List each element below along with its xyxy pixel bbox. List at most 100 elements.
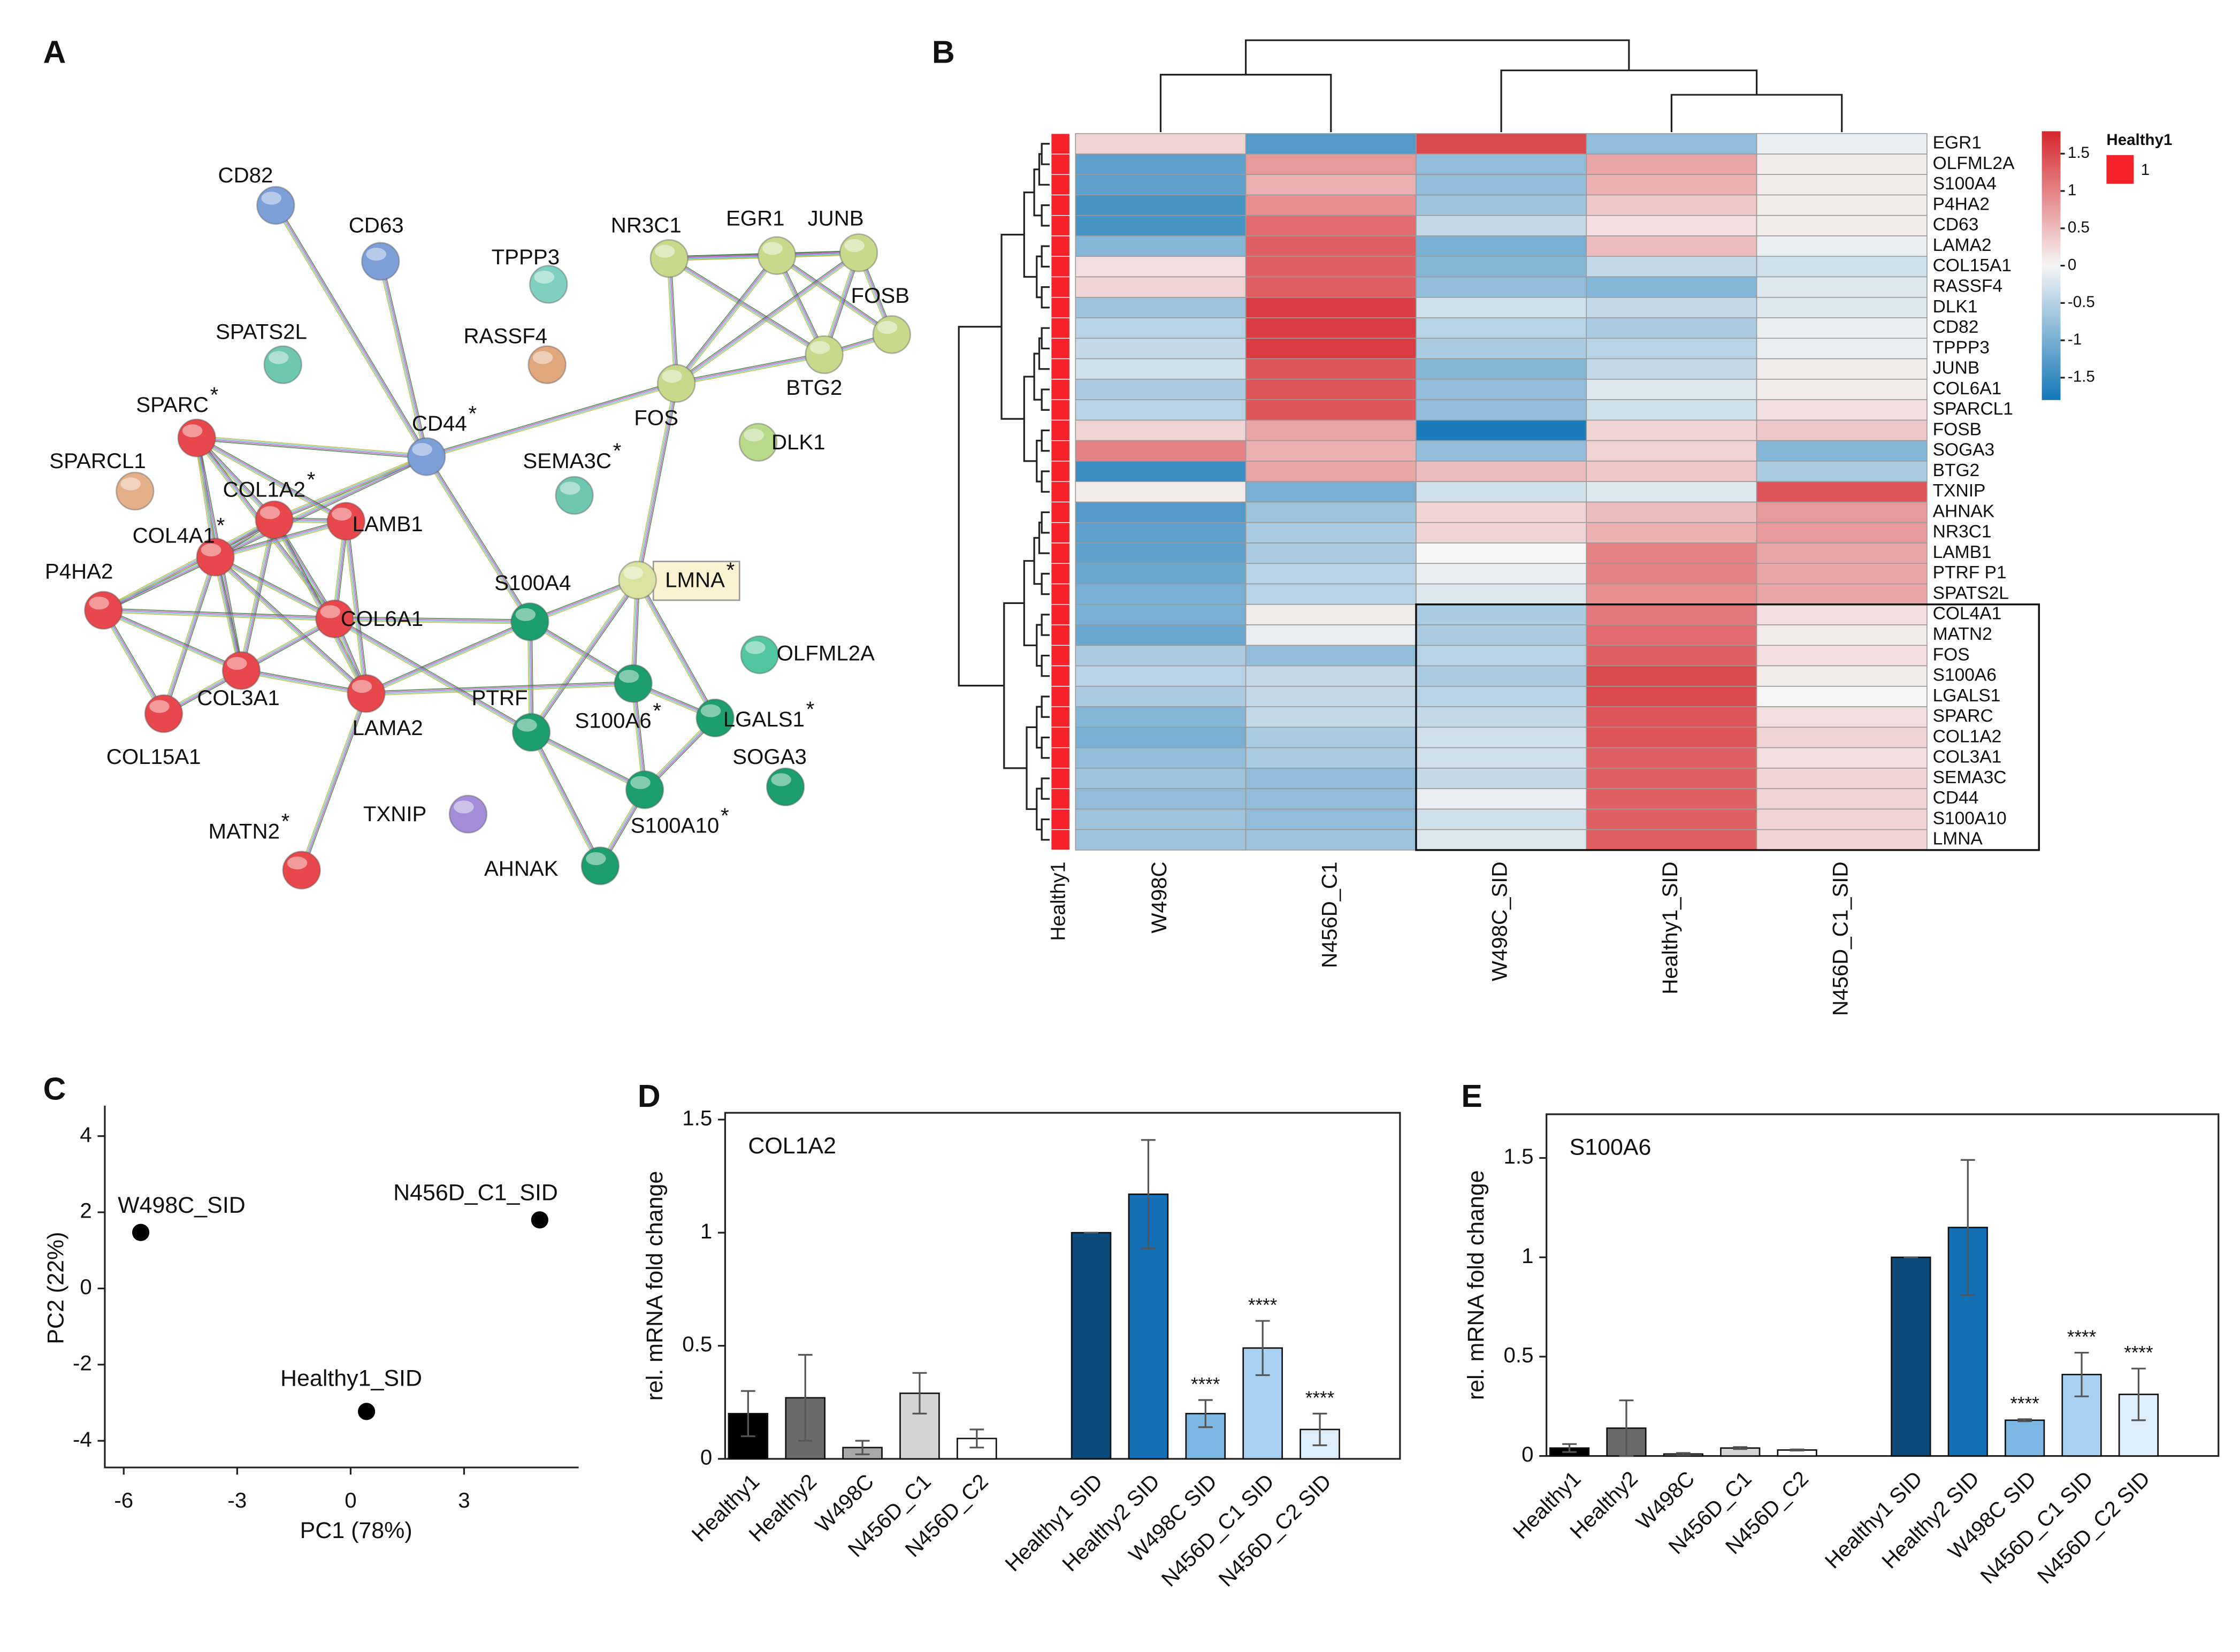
row-label: COL3A1: [1933, 747, 2002, 767]
edge: [676, 253, 860, 385]
dendrogram: [1026, 726, 1037, 810]
heat-cell: [1245, 522, 1417, 544]
annotation-cell: [1050, 174, 1071, 196]
heat-cell: [1756, 296, 1928, 318]
significance-label: ****: [1248, 1295, 1278, 1316]
node: [510, 602, 549, 641]
edge: [103, 557, 216, 611]
heat-cell: [1416, 235, 1587, 257]
edge: [530, 733, 644, 792]
edge: [366, 681, 633, 692]
heat-cell: [1586, 174, 1757, 196]
heat-cell: [1416, 358, 1587, 380]
heat-cell: [1245, 706, 1417, 728]
node: [84, 591, 123, 630]
plot-frame: [1546, 1113, 2220, 1457]
edge: [675, 250, 858, 383]
edge: [102, 611, 241, 673]
edge: [334, 619, 531, 733]
edge: [277, 204, 429, 456]
annotation-column-label: Healthy1: [1047, 861, 1069, 940]
node-mark: *: [806, 697, 815, 721]
heat-cell: [1416, 440, 1587, 462]
edge: [216, 555, 368, 693]
y-axis-label: rel. mRNA fold change: [1463, 1170, 1489, 1400]
heat-cell: [1586, 440, 1757, 462]
node-label: S100A10: [631, 814, 720, 838]
heat-cell: [1756, 481, 1928, 503]
edge: [378, 262, 425, 457]
node-label: COL4A1: [133, 523, 215, 547]
edge: [215, 557, 335, 620]
edge: [103, 556, 216, 610]
dendrogram: [1041, 511, 1050, 534]
y-tick-label: -4: [73, 1427, 92, 1451]
heat-cell: [1075, 419, 1247, 441]
heat-cell: [1075, 665, 1247, 687]
edge: [272, 520, 365, 695]
error-bar: [1312, 1412, 1327, 1447]
heat-cell: [1245, 276, 1417, 298]
annotation-cell: [1050, 358, 1071, 380]
edge: [668, 258, 676, 384]
error-bar: [1562, 1443, 1577, 1453]
heat-cell: [1756, 726, 1928, 748]
row-label: LGALS1: [1933, 686, 2001, 706]
edge: [381, 261, 429, 456]
node-label: LAMB1: [353, 512, 423, 536]
dendrogram: [1041, 429, 1050, 452]
edge: [529, 623, 633, 686]
node: [196, 538, 235, 577]
edge: [196, 438, 346, 523]
heat-cell: [1756, 624, 1928, 646]
node-highlight: [586, 852, 606, 866]
significance-label: ****: [2067, 1327, 2097, 1348]
edge: [670, 258, 679, 384]
point: [357, 1403, 376, 1420]
axis: [104, 1105, 579, 1469]
row-label: S100A10: [1933, 808, 2007, 828]
edge: [636, 580, 715, 719]
dendrogram: [1041, 327, 1050, 350]
edge: [343, 521, 365, 694]
heat-cell: [1756, 768, 1928, 789]
node: [805, 335, 844, 374]
heat-cell: [1075, 194, 1247, 216]
heat-cell: [1586, 501, 1757, 523]
edge: [532, 580, 640, 734]
error-bar: [1790, 1448, 1805, 1452]
significance-label: ****: [2124, 1343, 2153, 1364]
node-label: DLK1: [771, 430, 825, 454]
node-mark: *: [613, 439, 622, 463]
edge: [196, 438, 274, 521]
edge: [637, 579, 716, 718]
heat-cell: [1416, 154, 1587, 175]
node-highlight: [366, 248, 386, 261]
row-label: LMNA: [1933, 829, 1983, 849]
heat-cell: [1245, 235, 1417, 257]
node-mark: *: [217, 514, 225, 538]
node-highlight: [320, 605, 341, 618]
heat-cell: [1245, 645, 1417, 667]
node-highlight: [517, 718, 537, 732]
dendrogram: [1159, 74, 1332, 132]
edge: [676, 255, 778, 384]
heat-cell: [1245, 338, 1417, 360]
heat-cell: [1075, 829, 1247, 851]
node-label: LGALS1: [723, 707, 805, 731]
heat-cell: [1586, 215, 1757, 236]
heat-cell: [1075, 338, 1247, 360]
column-label: W498C: [1147, 861, 1171, 933]
node-highlight: [515, 608, 536, 621]
node-label: AHNAK: [484, 856, 559, 881]
node: [757, 236, 797, 276]
edge: [676, 356, 825, 386]
dendrogram: [1041, 143, 1050, 165]
heat-cell: [1586, 461, 1757, 482]
row-label: MATN2: [1933, 624, 1992, 644]
heat-cell: [1416, 399, 1587, 421]
annotation-cell: [1050, 501, 1071, 523]
heat-cell: [1075, 133, 1247, 155]
x-tick-label: 3: [458, 1488, 470, 1512]
heat-cell: [1416, 256, 1587, 278]
